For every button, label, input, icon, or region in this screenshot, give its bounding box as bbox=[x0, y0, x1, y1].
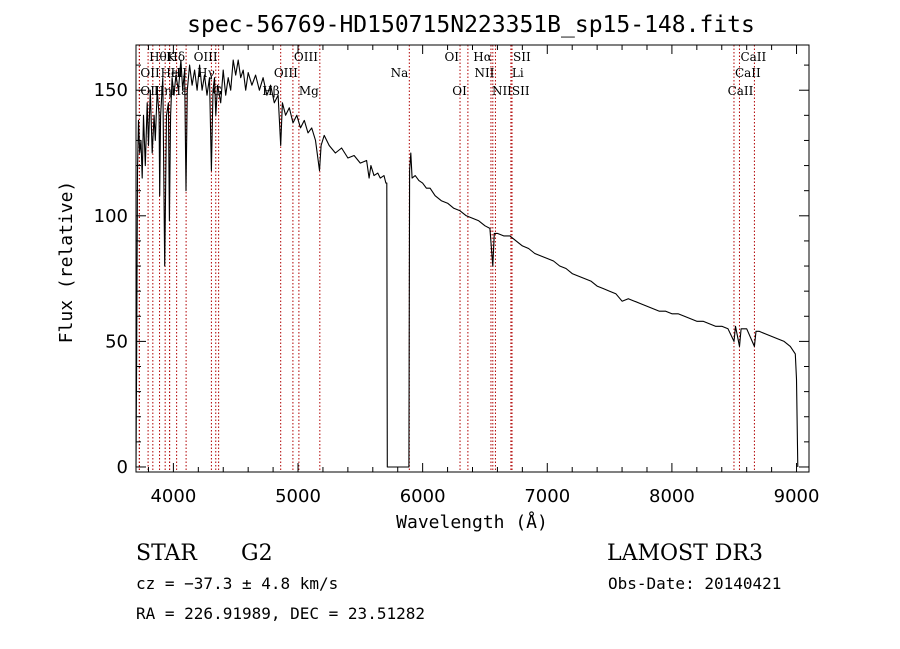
observation-date: Obs-Date: 20140421 bbox=[608, 574, 781, 593]
line-marker-label-5: OI bbox=[444, 50, 459, 64]
line-marker-label-0: Hθ bbox=[149, 50, 167, 64]
coordinates: RA = 226.91989, DEC = 23.51282 bbox=[136, 604, 425, 623]
line-marker-label-27: CaII bbox=[728, 84, 754, 98]
line-marker-label-10: HeI bbox=[161, 66, 184, 80]
line-marker-label-8: CaII bbox=[740, 50, 766, 64]
line-marker-label-14: OIII bbox=[274, 66, 298, 80]
line-marker-label-7: SII bbox=[513, 50, 531, 64]
series-layer bbox=[135, 59, 799, 468]
redshift-velocity: cz = −37.3 ± 4.8 km/s bbox=[136, 574, 338, 593]
line-marker-label-6: Hα bbox=[473, 50, 492, 64]
x-tick-label-4: 8000 bbox=[649, 486, 695, 507]
y-tick-label-2: 100 bbox=[94, 206, 128, 227]
survey-name: LAMOST DR3 bbox=[607, 541, 763, 566]
y-tick-label-3: 150 bbox=[94, 80, 128, 101]
chart-title: spec-56769-HD150715N223351B_sp15-148.fit… bbox=[187, 12, 755, 38]
series-line-0 bbox=[135, 59, 799, 468]
line-marker-label-13: Hγ bbox=[197, 66, 215, 80]
x-tick-label-5: 9000 bbox=[774, 486, 820, 507]
line-marker-label-26: NIISII bbox=[492, 84, 530, 98]
line-marker-label-4: OIII bbox=[294, 50, 318, 64]
object-class: STAR bbox=[136, 541, 198, 566]
plot-frame bbox=[135, 44, 810, 473]
x-tick-label-3: 7000 bbox=[524, 486, 570, 507]
line-marker-label-9: OII bbox=[140, 66, 160, 80]
line-marker-label-3: OIII bbox=[194, 50, 218, 64]
x-tick-label-1: 5000 bbox=[275, 486, 321, 507]
x-axis-label: Wavelength (Å) bbox=[396, 511, 548, 533]
object-subclass: G2 bbox=[241, 541, 273, 566]
line-marker-label-11: H bbox=[171, 66, 181, 80]
line-marker-label-24: Mg bbox=[299, 84, 319, 98]
line-marker-label-19: OIII bbox=[140, 84, 164, 98]
line-marker-label-1: K bbox=[166, 50, 176, 64]
x-axis-ticks: 4000 5000 6000 7000 8000 9000 bbox=[147, 45, 820, 507]
y-tick-label-1: 50 bbox=[105, 331, 128, 352]
line-marker-label-18: CaII bbox=[735, 66, 761, 80]
line-marker-label-25: OI bbox=[452, 84, 467, 98]
line-marker-label-15: Na bbox=[391, 66, 409, 80]
line-marker-label-17: Li bbox=[512, 66, 524, 80]
line-markers bbox=[138, 45, 755, 472]
line-marker-label-12: II bbox=[178, 66, 188, 80]
x-tick-label-0: 4000 bbox=[150, 486, 196, 507]
y-axis-label: Flux (relative) bbox=[56, 181, 77, 344]
y-tick-label-0: 0 bbox=[117, 457, 128, 478]
y-axis-ticks: 0 50 100 150 bbox=[94, 64, 809, 478]
x-tick-label-2: 6000 bbox=[400, 486, 446, 507]
line-marker-label-16: NII bbox=[474, 66, 494, 80]
line-marker-label-2: Hδ bbox=[167, 50, 185, 64]
